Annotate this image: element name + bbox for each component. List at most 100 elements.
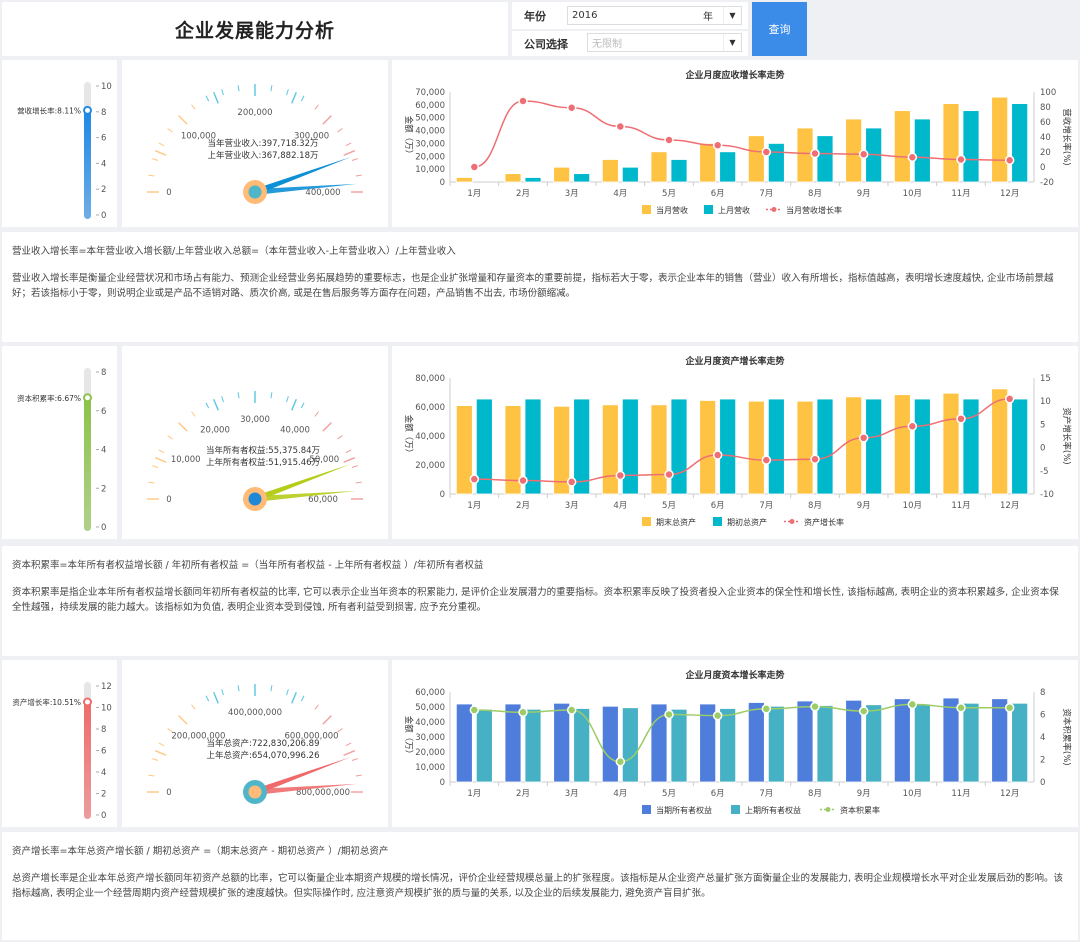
svg-text:10,000: 10,000: [415, 763, 445, 773]
svg-text:600,000,000: 600,000,000: [285, 731, 339, 741]
svg-text:80: 80: [1040, 103, 1051, 113]
svg-text:10: 10: [101, 82, 112, 92]
svg-text:10,000: 10,000: [171, 455, 201, 465]
gauge-line1: 当年总资产:722,830,206.89: [207, 738, 320, 749]
gauge-panel: 0 100,000 200,000 300,000 400,000 当年营业收入:397,…: [122, 60, 388, 227]
svg-text:9月: 9月: [857, 189, 871, 199]
svg-text:12月: 12月: [1000, 189, 1019, 199]
svg-text:8: 8: [101, 725, 106, 735]
chevron-down-icon[interactable]: ▼: [723, 34, 741, 51]
year-filter-row: 年份 2016 年 ▼: [512, 2, 748, 29]
svg-text:50,000: 50,000: [415, 703, 445, 713]
company-label: 公司选择: [524, 37, 568, 51]
svg-text:20: 20: [1040, 148, 1051, 158]
svg-text:0: 0: [440, 178, 445, 188]
svg-text:200,000,000: 200,000,000: [171, 731, 225, 741]
svg-text:资产增长率: 资产增长率: [804, 517, 844, 527]
svg-text:2月: 2月: [516, 789, 530, 799]
svg-text:8: 8: [101, 108, 106, 118]
svg-text:8月: 8月: [808, 501, 822, 511]
company-select[interactable]: 无限制 ▼: [587, 33, 742, 52]
svg-text:6月: 6月: [711, 189, 725, 199]
svg-text:12月: 12月: [1000, 501, 1019, 511]
svg-text:2月: 2月: [516, 189, 530, 199]
svg-text:20,000: 20,000: [415, 461, 445, 471]
combo-chart-panel: 企业月度资产增长率走势 80,000 60,000 40,000 20,000 0 15 10…: [392, 346, 1078, 539]
svg-text:6月: 6月: [711, 789, 725, 799]
svg-text:6: 6: [101, 134, 106, 144]
svg-text:0: 0: [166, 188, 171, 198]
description-panel: 营业收入增长率=本年营业收入增长额/上年营业收入总额=（本年营业收入-上年营业收…: [2, 232, 1078, 342]
year-value: 2016: [572, 10, 598, 21]
svg-text:800,000,000: 800,000,000: [296, 788, 350, 798]
svg-text:40,000: 40,000: [415, 718, 445, 728]
description-panel: 资产增长率=本年总资产增长额 / 期初总资产 =（期末总资产 - 期初总资产 ）…: [2, 832, 1078, 940]
svg-text:5月: 5月: [662, 789, 676, 799]
title-panel: 企业发展能力分析: [2, 2, 508, 56]
svg-text:0: 0: [101, 211, 106, 221]
thermometer-label: 营收增长率:8.11%: [17, 105, 81, 115]
combo-chart-panel: 企业月度应收增长率走势 70,000 60,000 50,000 40,000 30,00…: [392, 60, 1078, 227]
svg-text:8月: 8月: [808, 189, 822, 199]
svg-text:100,000: 100,000: [181, 131, 216, 141]
svg-text:3月: 3月: [565, 189, 579, 199]
svg-text:上期所有者权益: 上期所有者权益: [745, 805, 801, 815]
gauge-chart: 0 200,000,000 400,000,000 600,000,000 800,00…: [147, 684, 363, 804]
svg-text:30,000: 30,000: [415, 733, 445, 743]
svg-text:10月: 10月: [903, 789, 922, 799]
combo-chart: 企业月度资产增长率走势 80,000 60,000 40,000 20,000 0 15 10…: [403, 355, 1072, 527]
thermometer-label: 资本积累率:6.67%: [17, 393, 81, 403]
svg-text:12: 12: [101, 682, 112, 692]
chart-title: 企业月度资本增长率走势: [684, 669, 784, 681]
svg-text:8月: 8月: [808, 789, 822, 799]
thermometer-chart: 12 10 8 6 4 2 0 资产增长率:10.51%: [12, 682, 112, 821]
chevron-down-icon[interactable]: ▼: [723, 7, 741, 24]
svg-text:资本积累率: 资本积累率: [840, 805, 880, 815]
svg-text:60,000: 60,000: [308, 495, 338, 505]
svg-text:50,000: 50,000: [415, 114, 445, 124]
svg-text:2月: 2月: [516, 501, 530, 511]
svg-text:40,000: 40,000: [280, 426, 310, 436]
gauge-line2: 上年总资产:654,070,996.26: [207, 750, 320, 761]
gauge-panel: 0 10,000 20,000 30,000 40,000 50,000 60,000 当年所…: [122, 346, 388, 539]
gauge-panel: 0 200,000,000 400,000,000 600,000,000 800,00…: [122, 660, 388, 827]
svg-text:当月营收: 当月营收: [656, 205, 688, 215]
svg-text:12月: 12月: [1000, 789, 1019, 799]
svg-text:11月: 11月: [951, 789, 970, 799]
svg-text:40,000: 40,000: [415, 127, 445, 137]
svg-text:2: 2: [1040, 756, 1045, 766]
svg-text:0: 0: [166, 495, 171, 505]
svg-text:2: 2: [101, 790, 106, 800]
svg-text:-10: -10: [1040, 490, 1054, 500]
company-filter-row: 公司选择 无限制 ▼: [512, 31, 748, 56]
combo-chart: 企业月度应收增长率走势 70,000 60,000 50,000 40,000 30,00…: [403, 69, 1072, 215]
formula-text: 资产增长率=本年总资产增长额 / 期初总资产 =（期末总资产 - 期初总资产 ）…: [12, 846, 389, 857]
year-suffix: 年: [703, 12, 713, 23]
gauge-line1: 当年所有者权益:55,375.84万: [206, 445, 320, 456]
thermometer-chart: 10 8 6 4 2 0 营收增长率:8.11%: [17, 82, 112, 221]
svg-text:7月: 7月: [759, 501, 773, 511]
svg-text:60,000: 60,000: [415, 688, 445, 698]
svg-text:20,000: 20,000: [415, 152, 445, 162]
gauge-line2: 上年营业收入:367,882.18万: [207, 150, 318, 161]
description-text: 总资产增长率是企业本年总资产增长额同年初资产总额的比率，它可以衡量企业本期资产规…: [12, 873, 1064, 899]
company-placeholder: 无限制: [592, 39, 622, 50]
chart-title: 企业月度应收增长率走势: [684, 69, 784, 81]
query-button[interactable]: 查询: [752, 2, 807, 56]
formula-text: 营业收入增长率=本年营业收入增长额/上年营业收入总额=（本年营业收入-上年营业收…: [12, 246, 456, 257]
svg-text:20,000: 20,000: [200, 426, 230, 436]
thermometer-label: 资产增长率:10.51%: [12, 697, 81, 707]
svg-text:4: 4: [101, 446, 106, 456]
year-select[interactable]: 2016 年 ▼: [567, 6, 742, 25]
svg-text:8: 8: [101, 368, 106, 378]
svg-text:资本积累率(%): 资本积累率(%): [1061, 708, 1072, 765]
svg-text:5月: 5月: [662, 501, 676, 511]
svg-text:60: 60: [1040, 118, 1051, 128]
svg-text:5: 5: [1040, 420, 1045, 430]
svg-text:0: 0: [1040, 444, 1045, 454]
svg-text:9月: 9月: [857, 501, 871, 511]
svg-text:金额（万）: 金额（万）: [403, 116, 414, 159]
svg-text:4月: 4月: [613, 501, 627, 511]
svg-text:80,000: 80,000: [415, 374, 445, 384]
gauge-line1: 当年营业收入:397,718.32万: [207, 138, 318, 149]
